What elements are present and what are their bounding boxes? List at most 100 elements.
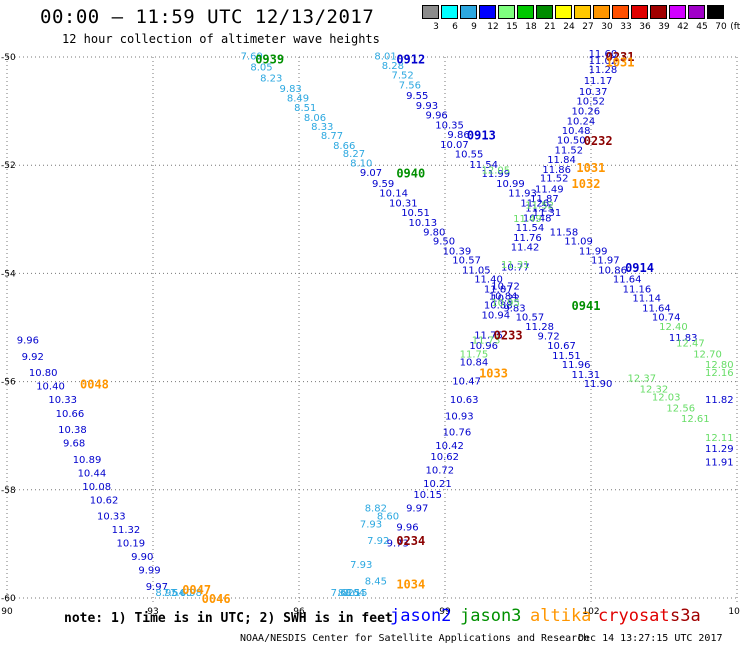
y-tick-label: -50 <box>1 53 16 63</box>
swh-value: 11.09 <box>564 237 593 248</box>
swh-value: 11.49 <box>513 214 542 225</box>
scale-swatch <box>593 5 610 19</box>
swh-value: 12.32 <box>640 384 669 395</box>
scale-label: 6 <box>452 22 458 32</box>
swh-value: 11.40 <box>474 275 503 286</box>
track-pass-0913-blue: 9.559.939.9610.359.8610.0710.5511.5411.9… <box>406 91 734 468</box>
scale-label: 45 <box>696 22 708 32</box>
swh-value: 11.99 <box>482 169 511 180</box>
swh-value: 11.49 <box>535 184 564 195</box>
pass-time-label: 0912 <box>396 53 425 67</box>
swh-value: 9.72 <box>537 331 559 342</box>
scale-swatch <box>707 5 724 19</box>
swh-value: 10.50 <box>557 136 586 147</box>
swh-value: 11.28 <box>525 322 554 333</box>
swh-value: 9.97 <box>406 503 428 514</box>
swh-value: 8.77 <box>321 131 343 142</box>
swh-value: 9.96 <box>426 111 448 122</box>
scale-label: 42 <box>677 22 689 32</box>
pass-time-label: 0046 <box>202 592 231 606</box>
swh-value: 11.75 <box>460 349 489 360</box>
map-tick-labels: 90 93 96 99 102 105 -50 -52 -54 -56 -58 -60 <box>1 53 740 617</box>
y-tick-label: -54 <box>1 269 16 279</box>
swh-value: 10.67 <box>547 341 576 352</box>
swh-value: 11.76 <box>513 233 542 244</box>
pass-time-label: 0048 <box>80 377 109 391</box>
x-tick-label: 105 <box>728 607 740 617</box>
x-tick-label: 90 <box>1 607 13 617</box>
altimeter-tracks: 7.698.058.239.838.498.518.068.338.778.66… <box>17 49 734 599</box>
pass-time-label: 0231 <box>606 50 635 64</box>
swh-value: 9.80 <box>423 228 445 239</box>
swh-value: 11.25 <box>525 204 554 215</box>
swh-value: 10.72 <box>426 466 455 477</box>
swh-value: 11.14 <box>632 294 661 305</box>
swh-value: 11.52 <box>525 200 554 211</box>
y-tick-label: -56 <box>1 378 16 388</box>
track-pass-0912: 8.018.287.527.56 <box>374 52 421 92</box>
swh-value: 8.95 <box>155 588 177 599</box>
swh-value: 8.51 <box>294 103 316 114</box>
pass-time-label: 1031 <box>606 55 635 69</box>
swh-value: 10.26 <box>572 106 601 117</box>
swh-value: 9.59 <box>372 179 394 190</box>
swh-value: 12.03 <box>652 393 681 404</box>
swh-value: 11.28 <box>589 65 618 76</box>
swh-value: 10.31 <box>389 198 418 209</box>
swh-value: 11.97 <box>591 256 620 267</box>
swh-value: 10.40 <box>36 382 65 393</box>
swh-value: 10.80 <box>29 368 58 379</box>
track-pass-0939: 7.698.058.239.838.498.518.068.338.778.66… <box>241 52 373 170</box>
scale-swatch <box>460 5 477 19</box>
swh-value: 11.73 <box>472 336 501 347</box>
swh-value: 8.45 <box>365 576 387 587</box>
pass-time-label: 1033 <box>479 366 508 380</box>
swh-value: 10.57 <box>452 256 481 267</box>
swh-value: 11.31 <box>533 208 562 219</box>
swh-value: 9.83 <box>280 84 302 95</box>
swh-value: 8.25 <box>338 588 360 599</box>
swh-value: 10.76 <box>443 428 472 439</box>
track-pass-0047-cyan: 8.957.547.606.98 <box>155 588 202 599</box>
swh-value: 10.39 <box>443 246 472 257</box>
scale-label: 24 <box>563 22 575 32</box>
pass-time-label: 0232 <box>584 134 613 148</box>
swh-value: 11.90 <box>584 379 613 390</box>
x-tick-label: 102 <box>582 607 599 617</box>
page-subtitle: 12 hour collection of altimeter wave hei… <box>62 32 380 46</box>
swh-value: 10.89 <box>73 455 102 466</box>
swh-value: 10.14 <box>379 189 408 200</box>
swh-value: 10.84 <box>489 291 518 302</box>
swh-value: 6.98 <box>180 588 202 599</box>
swh-value: 10.07 <box>440 140 469 151</box>
footer-note: note: 1) Time is in UTC; 2) SWH is in fe… <box>64 611 393 626</box>
swh-value: 10.52 <box>576 97 605 108</box>
pass-time-label: 0233 <box>494 329 523 343</box>
swh-value: 11.87 <box>484 284 513 295</box>
swh-value: 11.05 <box>462 265 491 276</box>
pass-time-label: 0940 <box>396 166 425 180</box>
swh-value: 10.93 <box>445 411 474 422</box>
swh-value: 8.05 <box>250 63 272 74</box>
swh-value: 10.62 <box>90 495 119 506</box>
swh-value: 11.83 <box>669 333 698 344</box>
swh-value: 9.86 <box>447 130 469 141</box>
swh-value: 12.47 <box>676 338 705 349</box>
swh-value: 10.63 <box>450 395 479 406</box>
swh-value: 9.96 <box>17 336 39 347</box>
pass-time-label: 1032 <box>572 177 601 191</box>
swh-value: 11.75 <box>474 330 503 341</box>
x-tick-label: 99 <box>439 607 451 617</box>
swh-value: 12.11 <box>705 433 734 444</box>
swh-value: 10.99 <box>496 179 525 190</box>
pass-time-label: 0913 <box>467 128 496 142</box>
swh-value: 10.48 <box>523 213 552 224</box>
swh-value: 8.64 <box>343 588 365 599</box>
swh-value: 10.47 <box>452 376 481 387</box>
swh-value: 12.80 <box>705 360 734 371</box>
swh-value: 9.68 <box>63 439 85 450</box>
scale-label: 15 <box>506 22 518 32</box>
swh-value: 9.97 <box>146 582 168 593</box>
